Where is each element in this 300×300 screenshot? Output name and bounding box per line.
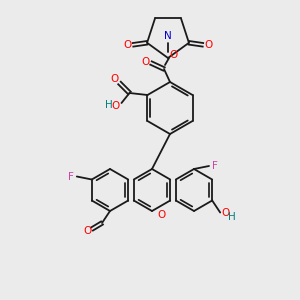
- Text: F: F: [68, 172, 74, 182]
- Text: O: O: [170, 50, 178, 60]
- Text: H: H: [105, 100, 112, 110]
- Text: O: O: [123, 40, 131, 50]
- Text: H: H: [228, 212, 236, 223]
- Text: O: O: [157, 210, 165, 220]
- Text: O: O: [83, 226, 91, 236]
- Text: O: O: [221, 208, 229, 218]
- Text: N: N: [164, 31, 172, 41]
- Text: O: O: [205, 40, 213, 50]
- Text: O: O: [110, 74, 118, 84]
- Text: O: O: [111, 101, 120, 111]
- Text: O: O: [142, 57, 150, 67]
- Text: F: F: [212, 161, 218, 171]
